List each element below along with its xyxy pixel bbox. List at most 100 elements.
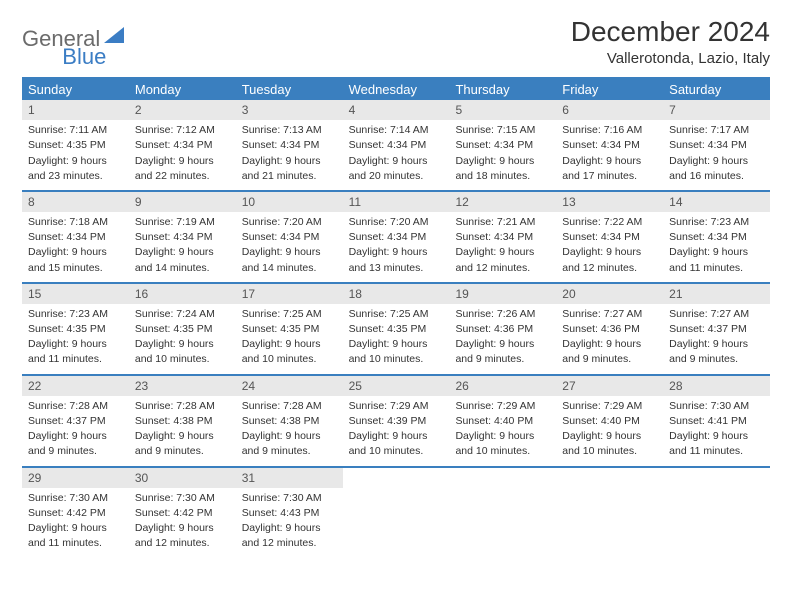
day-body: Sunrise: 7:24 AMSunset: 4:35 PMDaylight:…: [129, 304, 236, 374]
day-daylight2: and 12 minutes.: [562, 261, 657, 275]
day-number: 7: [663, 100, 770, 120]
week-row: 1Sunrise: 7:11 AMSunset: 4:35 PMDaylight…: [22, 100, 770, 192]
day-body: Sunrise: 7:17 AMSunset: 4:34 PMDaylight:…: [663, 120, 770, 190]
day-cell: 25Sunrise: 7:29 AMSunset: 4:39 PMDayligh…: [343, 376, 450, 466]
day-number: 8: [22, 192, 129, 212]
logo-text-blue: Blue: [62, 44, 106, 69]
day-daylight1: Daylight: 9 hours: [135, 245, 230, 259]
day-sunset: Sunset: 4:35 PM: [242, 322, 337, 336]
day-number: 26: [449, 376, 556, 396]
day-cell: 21Sunrise: 7:27 AMSunset: 4:37 PMDayligh…: [663, 284, 770, 374]
day-sunrise: Sunrise: 7:30 AM: [242, 491, 337, 505]
day-body: Sunrise: 7:20 AMSunset: 4:34 PMDaylight:…: [343, 212, 450, 282]
day-number: 28: [663, 376, 770, 396]
day-daylight1: Daylight: 9 hours: [135, 429, 230, 443]
day-sunset: Sunset: 4:38 PM: [242, 414, 337, 428]
day-cell: 29Sunrise: 7:30 AMSunset: 4:42 PMDayligh…: [22, 468, 129, 558]
day-sunset: Sunset: 4:39 PM: [349, 414, 444, 428]
day-sunrise: Sunrise: 7:23 AM: [669, 215, 764, 229]
day-number: 18: [343, 284, 450, 304]
day-sunset: Sunset: 4:34 PM: [562, 138, 657, 152]
title-block: December 2024 Vallerotonda, Lazio, Italy: [571, 16, 770, 67]
day-number: 31: [236, 468, 343, 488]
day-cell: 3Sunrise: 7:13 AMSunset: 4:34 PMDaylight…: [236, 100, 343, 190]
location-text: Vallerotonda, Lazio, Italy: [571, 50, 770, 67]
weekday-header: Thursday: [449, 79, 556, 100]
day-daylight2: and 14 minutes.: [135, 261, 230, 275]
day-body: Sunrise: 7:29 AMSunset: 4:39 PMDaylight:…: [343, 396, 450, 466]
day-sunset: Sunset: 4:35 PM: [28, 322, 123, 336]
day-daylight1: Daylight: 9 hours: [669, 337, 764, 351]
day-daylight2: and 10 minutes.: [562, 444, 657, 458]
day-sunrise: Sunrise: 7:29 AM: [349, 399, 444, 413]
day-number: 9: [129, 192, 236, 212]
day-body: Sunrise: 7:27 AMSunset: 4:36 PMDaylight:…: [556, 304, 663, 374]
day-sunrise: Sunrise: 7:30 AM: [135, 491, 230, 505]
day-sunset: Sunset: 4:34 PM: [28, 230, 123, 244]
day-daylight2: and 12 minutes.: [455, 261, 550, 275]
weekday-header: Tuesday: [236, 79, 343, 100]
day-sunrise: Sunrise: 7:13 AM: [242, 123, 337, 137]
day-sunset: Sunset: 4:41 PM: [669, 414, 764, 428]
day-body: Sunrise: 7:22 AMSunset: 4:34 PMDaylight:…: [556, 212, 663, 282]
day-daylight2: and 20 minutes.: [349, 169, 444, 183]
day-body: Sunrise: 7:14 AMSunset: 4:34 PMDaylight:…: [343, 120, 450, 190]
day-daylight2: and 9 minutes.: [28, 444, 123, 458]
day-number: 20: [556, 284, 663, 304]
day-body: Sunrise: 7:27 AMSunset: 4:37 PMDaylight:…: [663, 304, 770, 374]
day-sunset: Sunset: 4:40 PM: [455, 414, 550, 428]
day-daylight2: and 10 minutes.: [349, 444, 444, 458]
day-cell: 10Sunrise: 7:20 AMSunset: 4:34 PMDayligh…: [236, 192, 343, 282]
day-daylight1: Daylight: 9 hours: [349, 429, 444, 443]
day-number: 14: [663, 192, 770, 212]
day-daylight2: and 12 minutes.: [135, 536, 230, 550]
day-cell: 26Sunrise: 7:29 AMSunset: 4:40 PMDayligh…: [449, 376, 556, 466]
day-sunset: Sunset: 4:38 PM: [135, 414, 230, 428]
day-daylight2: and 21 minutes.: [242, 169, 337, 183]
day-sunset: Sunset: 4:36 PM: [455, 322, 550, 336]
day-daylight1: Daylight: 9 hours: [669, 429, 764, 443]
calendar: SundayMondayTuesdayWednesdayThursdayFrid…: [22, 77, 770, 557]
week-row: 29Sunrise: 7:30 AMSunset: 4:42 PMDayligh…: [22, 468, 770, 558]
day-sunset: Sunset: 4:34 PM: [242, 138, 337, 152]
day-number: 17: [236, 284, 343, 304]
day-sunrise: Sunrise: 7:20 AM: [349, 215, 444, 229]
day-sunset: Sunset: 4:34 PM: [349, 138, 444, 152]
day-cell: 2Sunrise: 7:12 AMSunset: 4:34 PMDaylight…: [129, 100, 236, 190]
day-sunset: Sunset: 4:34 PM: [135, 230, 230, 244]
day-sunset: Sunset: 4:34 PM: [135, 138, 230, 152]
day-body: Sunrise: 7:30 AMSunset: 4:42 PMDaylight:…: [22, 488, 129, 558]
day-sunset: Sunset: 4:34 PM: [669, 230, 764, 244]
day-sunset: Sunset: 4:34 PM: [562, 230, 657, 244]
day-number: 2: [129, 100, 236, 120]
day-daylight1: Daylight: 9 hours: [135, 521, 230, 535]
day-daylight2: and 9 minutes.: [562, 352, 657, 366]
day-cell: 11Sunrise: 7:20 AMSunset: 4:34 PMDayligh…: [343, 192, 450, 282]
day-daylight2: and 15 minutes.: [28, 261, 123, 275]
day-cell: 7Sunrise: 7:17 AMSunset: 4:34 PMDaylight…: [663, 100, 770, 190]
day-cell: [663, 468, 770, 558]
day-daylight1: Daylight: 9 hours: [28, 521, 123, 535]
day-cell: 5Sunrise: 7:15 AMSunset: 4:34 PMDaylight…: [449, 100, 556, 190]
day-number: 23: [129, 376, 236, 396]
day-sunrise: Sunrise: 7:18 AM: [28, 215, 123, 229]
day-number: 24: [236, 376, 343, 396]
day-sunrise: Sunrise: 7:15 AM: [455, 123, 550, 137]
day-daylight2: and 10 minutes.: [349, 352, 444, 366]
day-sunrise: Sunrise: 7:11 AM: [28, 123, 123, 137]
day-body: Sunrise: 7:25 AMSunset: 4:35 PMDaylight:…: [343, 304, 450, 374]
day-body: Sunrise: 7:30 AMSunset: 4:42 PMDaylight:…: [129, 488, 236, 558]
day-number: 22: [22, 376, 129, 396]
day-sunset: Sunset: 4:42 PM: [135, 506, 230, 520]
day-body: Sunrise: 7:25 AMSunset: 4:35 PMDaylight:…: [236, 304, 343, 374]
day-daylight1: Daylight: 9 hours: [242, 521, 337, 535]
day-daylight2: and 10 minutes.: [242, 352, 337, 366]
day-cell: 15Sunrise: 7:23 AMSunset: 4:35 PMDayligh…: [22, 284, 129, 374]
day-cell: 27Sunrise: 7:29 AMSunset: 4:40 PMDayligh…: [556, 376, 663, 466]
day-number: 29: [22, 468, 129, 488]
day-daylight1: Daylight: 9 hours: [455, 337, 550, 351]
day-sunset: Sunset: 4:34 PM: [455, 230, 550, 244]
day-number: 3: [236, 100, 343, 120]
day-daylight1: Daylight: 9 hours: [28, 245, 123, 259]
day-body: Sunrise: 7:30 AMSunset: 4:43 PMDaylight:…: [236, 488, 343, 558]
